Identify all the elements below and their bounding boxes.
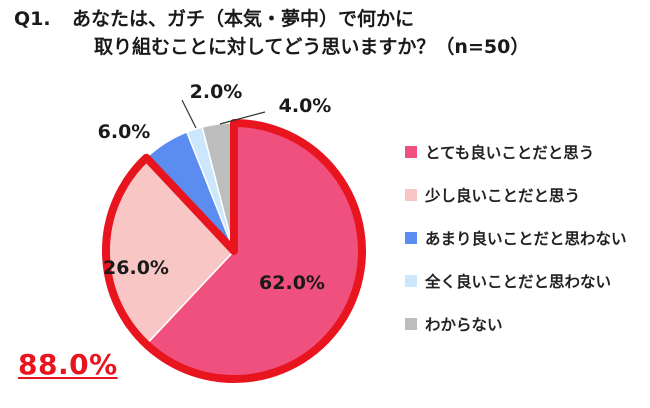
question-number: Q1. [14,8,51,30]
legend-item-4: 全く良いことだと思わない [405,269,611,293]
question-title-line-2: 取り組むことに対してどう思いますか？（n=50） [94,36,530,58]
legend-swatch [405,189,417,201]
data-label-4: 2.0% [190,81,243,103]
legend-label: 少し良いことだと思う [425,187,581,205]
legend-item-5: わからない [405,312,503,336]
legend-label: とても良いことだと思う [425,144,595,162]
combined-positive-percentage: 88.0% [18,348,118,381]
legend-item-1: とても良いことだと思う [405,140,594,164]
legend-swatch [405,146,417,158]
legend-label: あまり良いことだと思わない [425,230,627,248]
legend-label: わからない [425,316,503,334]
legend-swatch [405,318,417,330]
legend-swatch [405,275,417,287]
legend-item-2: 少し良いことだと思う [405,183,580,207]
data-label-5: 4.0% [279,95,332,117]
leader-line-4 [181,99,197,129]
legend-swatch [405,232,417,244]
leader-line-5 [219,111,266,125]
highlight-outline [102,119,366,383]
legend-label: 全く良いことだと思わない [425,273,612,291]
legend-item-3: あまり良いことだと思わない [405,226,627,250]
question-title-line-1: あなたは、ガチ（本気・夢中）で何かに [72,8,415,30]
data-label-3: 6.0% [98,121,151,143]
data-label-2: 26.0% [103,257,169,279]
data-label-1: 62.0% [259,272,325,294]
